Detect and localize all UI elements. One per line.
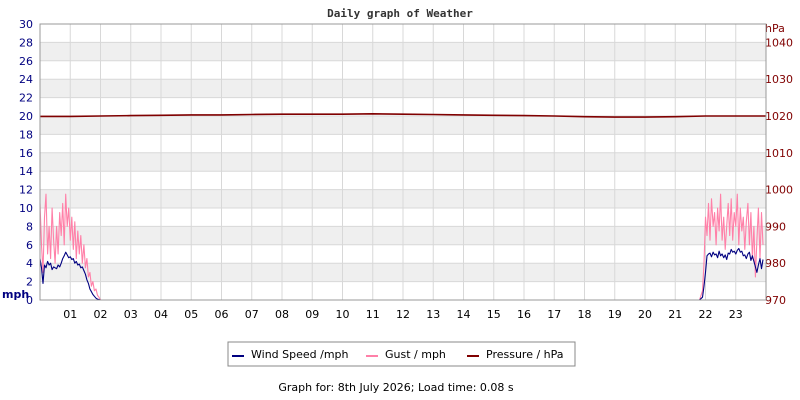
x-tick-label: 01 bbox=[63, 308, 77, 321]
left-tick-label: 24 bbox=[19, 73, 33, 86]
x-tick-label: 16 bbox=[517, 308, 531, 321]
footer-text: Graph for: 8th July 2026; Load time: 0.0… bbox=[278, 381, 514, 394]
x-tick-label: 02 bbox=[94, 308, 108, 321]
legend: Wind Speed /mph Gust / mph Pressure / hPa bbox=[227, 341, 576, 367]
left-tick-label: 16 bbox=[19, 147, 33, 160]
x-tick-label: 12 bbox=[396, 308, 410, 321]
left-tick-label: 8 bbox=[26, 220, 33, 233]
legend-label: Gust / mph bbox=[385, 348, 446, 361]
left-tick-label: 30 bbox=[19, 18, 33, 31]
x-tick-label: 17 bbox=[547, 308, 561, 321]
x-tick-label: 21 bbox=[668, 308, 682, 321]
right-tick-label: 970 bbox=[765, 294, 786, 307]
left-tick-label: 0 bbox=[26, 294, 33, 307]
right-tick-label: 1020 bbox=[765, 110, 793, 123]
left-tick-label: 22 bbox=[19, 92, 33, 105]
left-tick-label: 20 bbox=[19, 110, 33, 123]
x-tick-label: 06 bbox=[215, 308, 229, 321]
left-tick-label: 2 bbox=[26, 276, 33, 289]
x-tick-label: 22 bbox=[699, 308, 713, 321]
x-tick-label: 03 bbox=[124, 308, 138, 321]
x-tick-label: 20 bbox=[638, 308, 652, 321]
right-tick-label: 1010 bbox=[765, 147, 793, 160]
left-tick-label: 12 bbox=[19, 184, 33, 197]
x-tick-label: 07 bbox=[245, 308, 259, 321]
legend-box bbox=[227, 341, 576, 367]
right-tick-label: 1000 bbox=[765, 184, 793, 197]
series-line-pressure-hpa bbox=[40, 113, 766, 118]
left-tick-label: 6 bbox=[26, 239, 33, 252]
x-tick-label: 15 bbox=[487, 308, 501, 321]
right-tick-label: 1040 bbox=[765, 36, 793, 49]
x-tick-label: 05 bbox=[184, 308, 198, 321]
legend-label: Wind Speed /mph bbox=[251, 348, 349, 361]
right-tick-label: 1030 bbox=[765, 73, 793, 86]
right-tick-label: 980 bbox=[765, 257, 786, 270]
x-tick-label: 08 bbox=[275, 308, 289, 321]
right-tick-label: 990 bbox=[765, 220, 786, 233]
left-tick-label: 10 bbox=[19, 202, 33, 215]
legend-label: Pressure / hPa bbox=[486, 348, 564, 361]
chart-title: Daily graph of Weather bbox=[327, 7, 473, 20]
right-axis-unit: hPa bbox=[765, 22, 785, 35]
x-tick-label: 18 bbox=[578, 308, 592, 321]
left-tick-label: 26 bbox=[19, 55, 33, 68]
right-axis-ticks: 970 980 990 1000 1010 1020 1030 1040 bbox=[765, 36, 793, 307]
x-axis-ticks: 01 02 03 04 05 06 07 08 09 10 11 12 13 14 15 16 17 18 19 20… bbox=[63, 308, 743, 321]
plot-border bbox=[39, 23, 767, 301]
x-tick-label: 19 bbox=[608, 308, 622, 321]
left-tick-label: 28 bbox=[19, 36, 33, 49]
x-tick-label: 04 bbox=[154, 308, 168, 321]
left-tick-label: 18 bbox=[19, 128, 33, 141]
left-tick-label: 14 bbox=[19, 165, 33, 178]
x-tick-label: 10 bbox=[336, 308, 350, 321]
x-tick-label: 09 bbox=[305, 308, 319, 321]
left-axis-unit: mph bbox=[2, 288, 29, 301]
left-tick-label: 4 bbox=[26, 257, 33, 270]
x-tick-label: 13 bbox=[426, 308, 440, 321]
x-tick-label: 11 bbox=[366, 308, 380, 321]
x-tick-label: 14 bbox=[457, 308, 471, 321]
x-tick-label: 23 bbox=[729, 308, 743, 321]
